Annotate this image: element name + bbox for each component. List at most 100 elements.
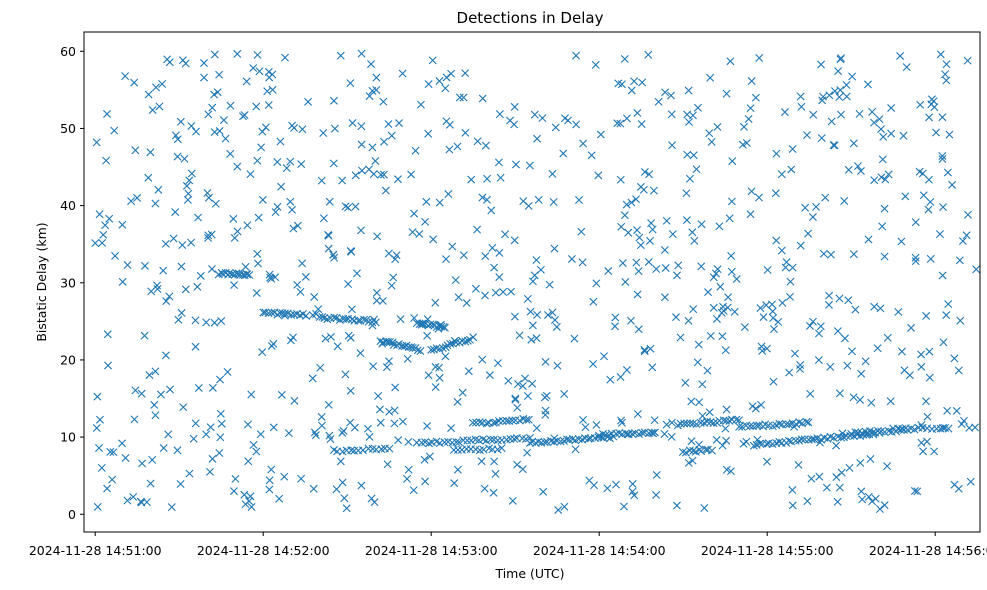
data-point: [530, 271, 539, 280]
data-point: [681, 448, 690, 457]
data-point: [410, 209, 419, 218]
data-point: [874, 426, 882, 435]
data-point: [239, 112, 247, 121]
data-point: [867, 398, 876, 407]
data-point: [614, 79, 623, 88]
data-point: [495, 110, 504, 119]
data-point: [346, 418, 355, 427]
data-point: [701, 445, 710, 454]
data-point: [844, 165, 853, 174]
data-point: [244, 457, 253, 466]
data-point: [490, 263, 499, 272]
data-point: [523, 392, 532, 400]
data-point: [277, 390, 286, 399]
data-point: [369, 170, 378, 179]
data-point: [427, 345, 436, 354]
data-point: [709, 273, 718, 282]
data-point: [309, 484, 318, 493]
data-point: [229, 214, 238, 223]
data-point: [510, 102, 519, 111]
data-point: [640, 167, 649, 176]
data-point: [533, 134, 542, 143]
data-point: [385, 338, 394, 347]
data-point: [357, 49, 366, 58]
data-point: [347, 446, 356, 455]
data-point: [709, 419, 718, 428]
data-point: [153, 285, 162, 293]
data-point: [668, 141, 677, 150]
data-point: [688, 456, 697, 465]
data-point: [385, 407, 394, 416]
data-point: [290, 123, 299, 132]
data-point: [494, 158, 503, 167]
data-point: [314, 305, 323, 314]
data-point: [684, 86, 693, 95]
data-point: [550, 244, 559, 253]
data-point: [703, 417, 712, 426]
data-point: [835, 389, 844, 398]
data-point: [97, 463, 106, 472]
data-point: [611, 313, 620, 322]
data-point: [575, 195, 583, 204]
data-point: [589, 359, 598, 368]
data-point: [151, 367, 160, 376]
data-point: [682, 216, 691, 225]
x-tick-label: 2024-11-28 14:51:00: [29, 543, 162, 558]
data-point: [463, 336, 472, 345]
data-point: [935, 230, 944, 239]
data-point: [103, 109, 112, 118]
data-point: [936, 50, 945, 59]
data-point: [817, 134, 826, 143]
data-point: [508, 416, 517, 425]
data-point: [746, 210, 755, 219]
data-point: [130, 415, 139, 424]
data-point: [510, 434, 519, 443]
data-point: [873, 344, 882, 353]
data-point: [843, 361, 852, 370]
data-point: [298, 259, 307, 268]
data-point: [539, 487, 548, 496]
data-point: [525, 438, 534, 447]
data-point: [807, 435, 816, 444]
data-point: [387, 131, 396, 140]
data-point: [788, 501, 797, 510]
data-point: [640, 347, 649, 356]
data-point: [210, 90, 219, 99]
data-point: [613, 119, 622, 128]
data-point: [915, 167, 924, 176]
data-point: [482, 436, 491, 445]
data-point: [617, 418, 626, 427]
data-point: [151, 411, 160, 420]
data-point: [428, 56, 437, 65]
data-point: [506, 435, 515, 443]
data-point: [265, 73, 274, 82]
data-point: [150, 400, 159, 409]
data-point: [246, 170, 255, 179]
data-point: [258, 195, 267, 204]
data-point: [441, 352, 450, 361]
data-point: [897, 237, 906, 246]
data-point: [204, 193, 213, 202]
data-point: [622, 200, 631, 209]
data-point: [471, 284, 480, 293]
data-point: [187, 169, 196, 178]
data-point: [689, 419, 698, 428]
data-point: [880, 501, 889, 510]
data-point: [654, 97, 663, 106]
data-point: [391, 383, 400, 392]
data-point: [752, 421, 761, 430]
data-point: [324, 231, 333, 240]
data-point: [851, 428, 860, 437]
data-point: [490, 457, 499, 466]
data-point: [648, 363, 657, 372]
data-point: [515, 331, 524, 340]
data-point: [577, 227, 586, 236]
data-point: [109, 448, 118, 457]
data-point: [581, 423, 590, 432]
data-point: [797, 102, 806, 111]
data-point: [662, 216, 671, 225]
data-point: [367, 60, 376, 69]
data-point: [785, 368, 794, 377]
data-point: [431, 362, 440, 371]
data-point: [281, 53, 290, 62]
